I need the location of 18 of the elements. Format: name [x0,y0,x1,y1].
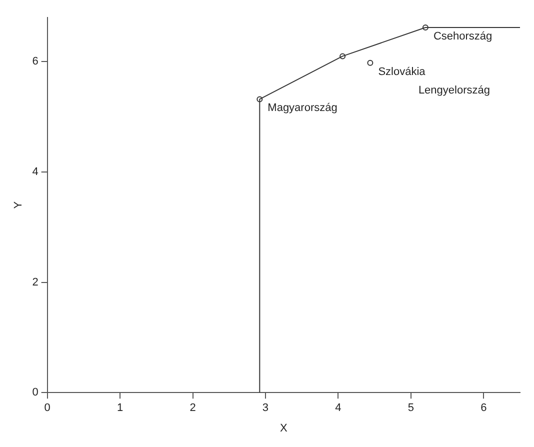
x-tick-label: 5 [408,402,414,414]
annotation: Magyarország [268,102,338,114]
annotation: Csehország [433,30,492,43]
y-tick-label: 2 [32,276,38,288]
y-tick-label: 6 [32,56,38,68]
x-tick-label: 3 [262,402,269,414]
y-axis-title: Y [12,200,25,209]
annotation: Szlovákia [378,66,426,78]
y-tick-label: 4 [32,166,38,178]
x-tick-label: 0 [44,402,50,414]
x-tick-label: 4 [335,402,342,414]
y-tick-label: 0 [32,386,38,399]
point [367,60,374,66]
x-tick-label: 2 [190,402,196,414]
annotation: Lengyelország [418,84,490,97]
x-tick-label: 6 [480,402,487,414]
x-axis-title: X [280,422,288,434]
x-tick-label: 1 [116,402,124,414]
